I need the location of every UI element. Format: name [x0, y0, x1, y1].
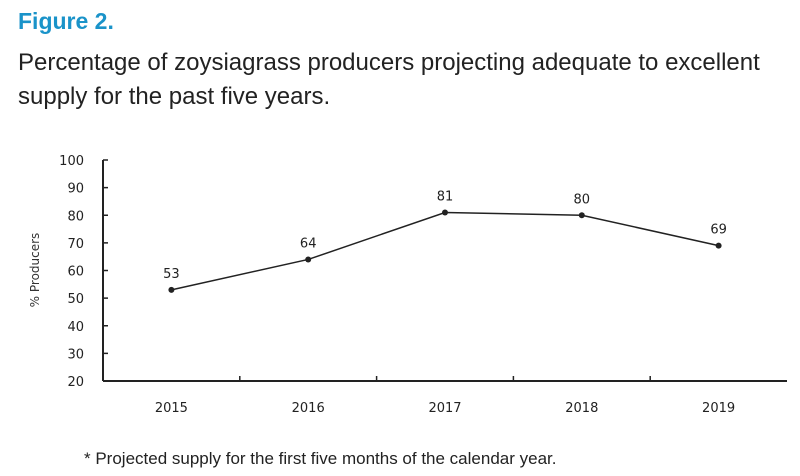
data-label: 81: [437, 189, 454, 204]
x-tick-label: 2018: [565, 401, 598, 416]
y-tick-label: 30: [67, 347, 84, 362]
figure-label: Figure 2.: [18, 8, 114, 34]
y-tick-label: 50: [67, 292, 84, 307]
data-point: [305, 256, 312, 263]
figure-title: Percentage of zoysiagrass producers proj…: [18, 49, 760, 110]
x-tick-label: 2019: [702, 401, 735, 416]
y-tick-label: 80: [67, 209, 84, 224]
footnote: * Projected supply for the first five mo…: [84, 449, 557, 468]
y-tick-label: 90: [67, 182, 84, 197]
y-tick-label: 20: [67, 375, 84, 390]
data-point: [168, 286, 175, 293]
y-tick-label: 100: [59, 154, 84, 169]
data-point: [442, 209, 448, 216]
y-tick-label: 40: [67, 320, 84, 335]
chart-ticks: 20 30 40 50 60 70 80 90 100 2015 2016 2017 2018 2019: [59, 154, 735, 416]
data-label: 69: [710, 223, 727, 238]
y-axis-title: % Producers: [28, 233, 42, 308]
data-label: 80: [574, 192, 591, 207]
chart-series: 53 64 81 80 69: [163, 189, 727, 293]
x-tick-label: 2015: [155, 401, 188, 416]
y-tick-label: 60: [67, 265, 84, 280]
x-tick-label: 2016: [292, 401, 325, 416]
x-tick-label: 2017: [428, 401, 461, 416]
data-point: [578, 212, 585, 219]
data-label: 64: [300, 236, 317, 251]
data-point: [715, 242, 722, 249]
series-line: [171, 211, 719, 291]
y-tick-label: 70: [67, 237, 84, 252]
data-label: 53: [163, 267, 180, 282]
